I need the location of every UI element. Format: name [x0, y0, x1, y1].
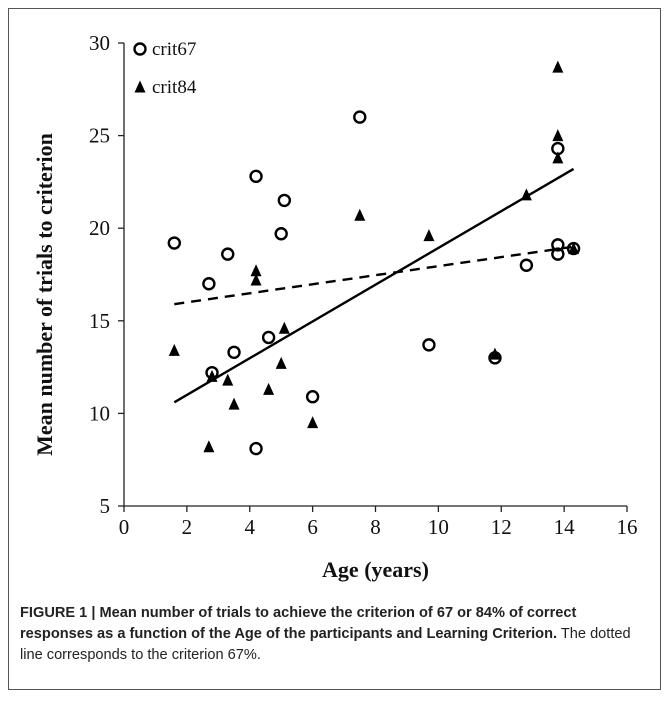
crit67-point: [353, 110, 367, 124]
axes: 5 10 15 20 25 30 0 2 4 6 8 10 12 14 16: [89, 31, 638, 539]
crit84-point: [489, 347, 501, 360]
crit67-point: [305, 390, 320, 404]
legend: crit67 crit84: [133, 39, 197, 98]
x-tick-label: 10: [428, 515, 449, 539]
crit84-point: [206, 369, 218, 382]
y-tick-label: 15: [89, 309, 110, 333]
crit84-point: [520, 188, 532, 201]
crit67-legend-marker: [133, 42, 147, 56]
y-axis-title: Mean number of trials to criterion: [32, 133, 57, 456]
crit67-point: [167, 236, 182, 250]
caption-text: The dotted line corresponds to the crite…: [20, 626, 631, 663]
crit67-point: [274, 227, 288, 241]
x-tick-label: 4: [245, 515, 256, 539]
x-tick-label: 14: [554, 515, 576, 539]
crit67-point: [519, 258, 534, 272]
crit84-point: [168, 343, 180, 356]
x-tick-label: 0: [119, 515, 130, 539]
y-tick-label: 10: [89, 401, 110, 425]
crit67-point: [422, 338, 436, 352]
crit84-trendline: [173, 167, 575, 404]
crit84-point: [250, 273, 262, 286]
crit84-point: [307, 416, 319, 429]
crit84-point: [203, 440, 215, 453]
crit84-point: [552, 129, 564, 142]
crit84-point: [228, 397, 240, 410]
caption-label: FIGURE 1 | Mean number of trials to achi…: [20, 605, 577, 642]
crit67-point: [551, 238, 565, 252]
scatter-chart: 5 10 15 20 25 30 0 2 4 6 8 10 12 14 16 crit67 crit84 Ag…: [32, 31, 638, 582]
y-tick-label: 30: [89, 31, 110, 55]
crit67-point: [277, 193, 292, 208]
trendlines: [173, 167, 575, 404]
crit67-point: [202, 277, 216, 291]
x-tick-label: 8: [370, 515, 381, 539]
figure-caption: FIGURE 1 | Mean number of trials to achi…: [20, 603, 645, 666]
y-tick-label: 20: [89, 216, 110, 240]
crit84-point: [250, 264, 262, 277]
crit67-point: [261, 330, 276, 345]
crit67-point: [249, 169, 263, 184]
data-points: [167, 60, 581, 456]
crit84-point: [222, 373, 234, 386]
crit67-point: [551, 247, 565, 261]
crit67-point: [249, 441, 263, 456]
x-tick-label: 2: [182, 515, 193, 539]
y-tick-label: 5: [100, 494, 111, 518]
crit84-point: [552, 151, 564, 164]
x-axis-title: Age (years): [322, 557, 429, 582]
crit67-point: [221, 247, 235, 261]
crit84-point: [275, 356, 287, 369]
crit84-point: [263, 382, 275, 395]
crit84-legend-label: crit84: [152, 77, 197, 98]
x-tick-label: 16: [617, 515, 638, 539]
chart-frame: [8, 8, 661, 690]
y-tick-label: 25: [89, 124, 110, 148]
crit84-point: [354, 208, 366, 221]
x-tick-label: 6: [307, 515, 318, 539]
x-tick-label: 12: [491, 515, 512, 539]
crit84-point: [552, 60, 564, 73]
crit84-point: [423, 229, 435, 242]
crit67-point: [227, 345, 241, 359]
crit67-legend-label: crit67: [152, 39, 196, 60]
crit84-point: [278, 321, 290, 334]
crit84-legend-marker: [134, 80, 146, 93]
crit84-point: [568, 242, 580, 255]
